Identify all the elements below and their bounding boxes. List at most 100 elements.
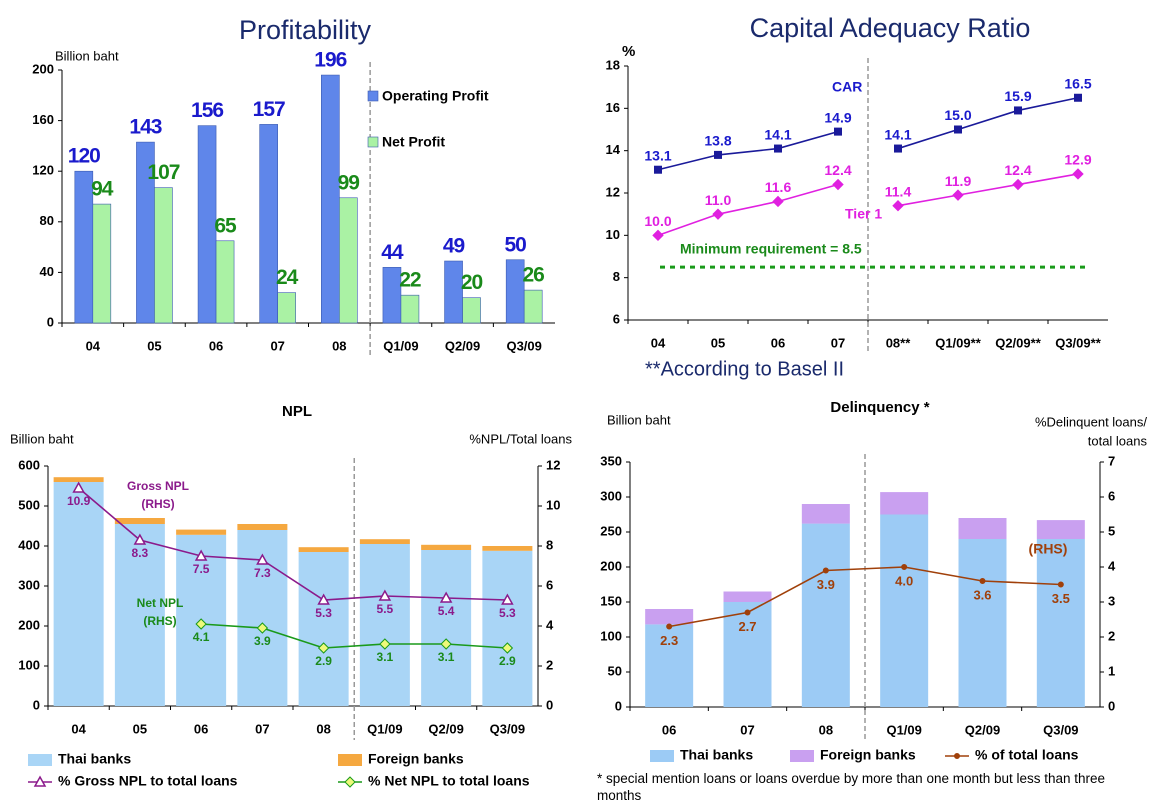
data-label: 2.7 [738,619,756,634]
marker [501,642,514,654]
data-label: 16.5 [1064,75,1091,91]
x-tick-label: 07 [740,722,754,737]
y-tick-label: 100 [18,657,40,672]
legend-label: Net Profit [382,134,445,150]
legend-label: Operating Profit [382,88,489,104]
chart-title: Delinquency * [830,399,929,416]
data-label: 11.9 [945,173,972,189]
data-label: 5.3 [315,606,332,620]
annotation: Gross NPL [127,479,189,493]
bar [154,187,173,324]
bar [462,297,481,324]
marker [744,609,751,616]
y-tick-label: 0 [33,697,40,712]
y-tick-label: 200 [18,617,40,632]
data-label: 49 [443,235,465,258]
bar [176,529,227,535]
bar [400,294,420,324]
y-tick-label: 200 [600,558,622,573]
x-tick-label: Q1/09** [935,335,981,350]
marker [952,189,964,201]
y-tick-label: 8 [613,269,620,284]
data-label: 107 [147,161,179,184]
legend-label: Thai banks [58,751,131,767]
legend-swatch [338,754,362,766]
x-tick-label: Q3/09 [506,338,541,353]
data-label: 13.1 [644,147,671,163]
annotation: Net NPL [137,596,184,610]
legend-swatch [650,750,674,762]
x-tick-label: 06 [209,338,223,353]
series-name: CAR [832,79,862,95]
data-label: 3.1 [438,650,455,664]
bar [880,492,929,515]
marker [1072,168,1084,180]
marker [256,553,269,565]
y2-tick-label: 8 [546,537,553,552]
y-axis-label: Billion baht [10,431,74,446]
y-tick-label: 160 [32,112,54,127]
data-label: 15.0 [944,107,971,123]
marker [1012,178,1024,191]
legend-swatch [367,90,379,102]
x-tick-label: 04 [71,721,86,736]
line [657,183,839,237]
y2-tick-label: 3 [1108,593,1115,608]
data-label: 5.5 [377,602,394,616]
chart-title: NPL [282,403,312,420]
data-label: 7.3 [254,566,271,580]
marker [1014,106,1022,115]
data-label: 26 [523,264,545,287]
y2-tick-label: 2 [546,657,553,672]
data-label: 5.3 [499,606,516,620]
y-tick-label: 0 [615,698,622,713]
data-label: 14.1 [884,126,911,142]
marker [714,150,722,159]
marker [979,578,986,584]
marker [195,618,207,630]
bar [92,203,112,324]
y2-tick-label: 5 [1108,523,1115,538]
marker [832,178,844,191]
marker [654,165,662,174]
y-tick-label: 150 [600,593,622,608]
x-tick-label: 06 [194,721,208,736]
y-tick-label: 10 [606,227,620,242]
x-tick-label: 08 [819,722,833,737]
bar [523,289,543,324]
legend-label: % Gross NPL to total loans [58,773,238,789]
data-label: 3.9 [817,577,835,592]
y2-tick-label: 4 [1108,558,1116,573]
bar [259,124,278,324]
y2-tick-label: 2 [1108,628,1115,643]
bar [298,552,349,706]
data-label: 2.9 [499,654,516,668]
marker [1074,93,1082,102]
marker [317,642,330,654]
marker [954,125,962,134]
x-tick-label: 07 [831,335,845,350]
chart-title: Capital Adequacy Ratio [750,13,1031,43]
data-label: 99 [338,171,360,194]
x-tick-label: Q1/09 [367,721,402,736]
y2-tick-label: 7 [1108,453,1115,468]
data-label: 14.9 [824,109,851,125]
data-label: 20 [461,271,483,294]
y2-tick-label: 1 [1108,663,1115,678]
y-tick-label: 300 [600,488,622,503]
y-tick-label: 250 [600,523,622,538]
y-axis-label: Billion baht [55,48,119,63]
y-tick-label: 300 [18,577,40,592]
bar [53,482,104,706]
marker [822,567,829,574]
x-tick-label: 08 [316,721,330,736]
x-tick-label: Q3/09 [490,721,525,736]
data-label: 94 [91,178,114,201]
data-label: 44 [381,241,404,264]
data-label: 22 [399,269,421,292]
x-tick-label: Q1/09 [886,722,921,737]
x-tick-label: Q1/09 [383,338,418,353]
y-tick-label: 12 [606,184,620,199]
